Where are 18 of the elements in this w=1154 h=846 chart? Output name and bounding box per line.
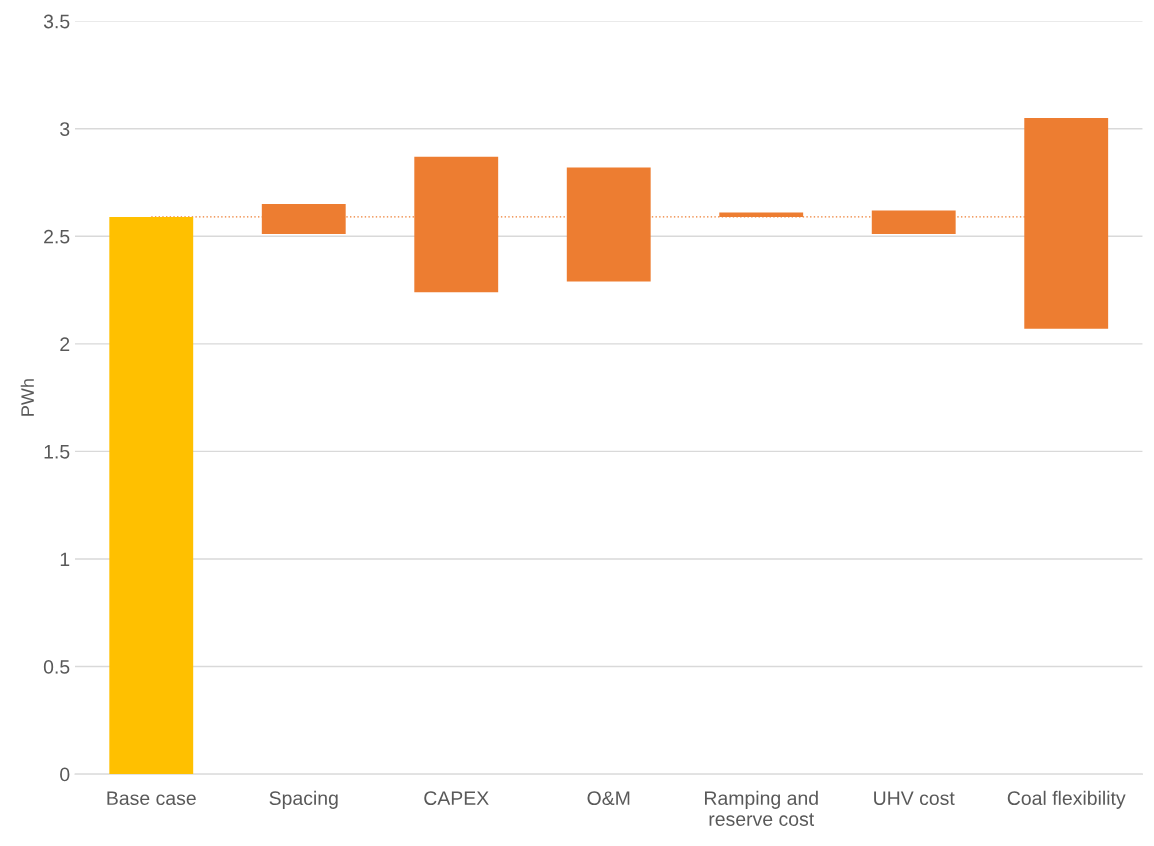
x-tick-label: CAPEX bbox=[424, 791, 489, 806]
y-tick-label: 2.5 bbox=[44, 229, 70, 244]
y-tick-label: 0.5 bbox=[43, 659, 70, 674]
y-tick-label: 2 bbox=[60, 337, 70, 351]
x-tick-label: Ramping and reserve cost bbox=[705, 790, 818, 826]
x-tick-label: UHV cost bbox=[874, 791, 955, 806]
y-axis-title: PWh bbox=[20, 379, 34, 416]
y-tick-label: 3 bbox=[60, 122, 70, 136]
bar bbox=[109, 216, 194, 775]
x-tick-label: Base case bbox=[107, 791, 196, 806]
x-tick-label: Spacing bbox=[269, 790, 338, 809]
y-tick-label: 1 bbox=[60, 552, 70, 567]
y-tick-label: 1.5 bbox=[44, 445, 70, 459]
x-tick-label: Coal flexibility bbox=[1007, 790, 1126, 809]
y-tick-label: 0 bbox=[60, 767, 70, 782]
x-tick-label: O&M bbox=[587, 791, 630, 806]
bar bbox=[1024, 117, 1109, 329]
y-tick-label: 3.5 bbox=[43, 14, 70, 29]
